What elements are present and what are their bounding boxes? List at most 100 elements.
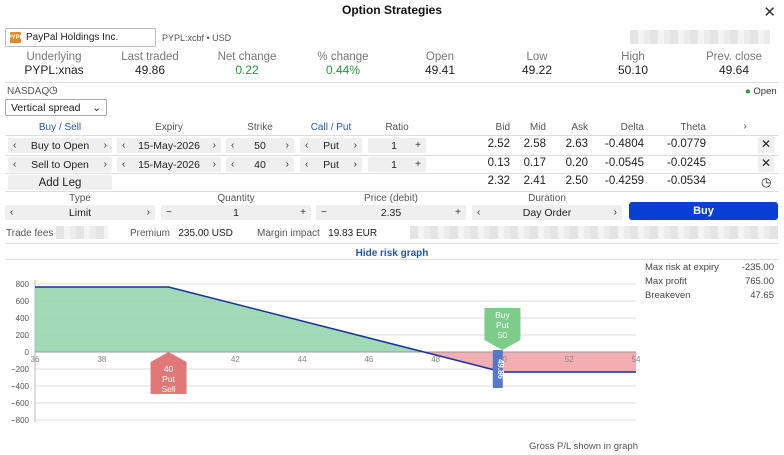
y-tick-label: 600: [16, 297, 30, 306]
close-icon[interactable]: ✕: [763, 4, 776, 21]
max-risk-value: -235.00: [741, 262, 774, 273]
strategy-select[interactable]: Vertical spread ⌄: [5, 99, 107, 116]
market-status: ● Open: [745, 86, 777, 97]
strategy-select-value: Vertical spread: [11, 101, 81, 114]
chevron-left-icon[interactable]: ‹: [122, 159, 126, 170]
leg-bid: 2.52: [487, 138, 510, 150]
buy-button[interactable]: Buy: [629, 202, 778, 220]
minus-icon[interactable]: −: [166, 207, 172, 218]
graph-footnote: Gross P/L shown in graph: [529, 441, 638, 452]
order-type-value: Limit: [68, 206, 92, 219]
leg-strike-stepper[interactable]: ‹ 50 ›: [226, 138, 294, 153]
x-tick-label: 36: [31, 355, 40, 364]
leg-expiry-value: 15-May-2026: [138, 139, 200, 152]
chevron-left-icon[interactable]: ‹: [13, 159, 17, 170]
duration-stepper[interactable]: ‹ Day Order ›: [472, 205, 622, 220]
chevron-left-icon[interactable]: ‹: [13, 140, 17, 151]
clock-icon[interactable]: ◷: [761, 175, 772, 189]
chevron-right-icon[interactable]: ›: [212, 159, 216, 170]
instrument-search[interactable]: PYPL PayPal Holdings Inc.: [5, 28, 156, 47]
price-stepper[interactable]: − 2.35 +: [316, 205, 466, 220]
chevron-left-icon[interactable]: ‹: [231, 159, 235, 170]
chevron-left-icon[interactable]: ‹: [305, 140, 309, 151]
chevron-left-icon[interactable]: ‹: [231, 140, 235, 151]
leg-type-value: Put: [323, 139, 339, 152]
x-tick-label: 52: [565, 355, 574, 364]
max-profit-value: 765.00: [744, 276, 774, 287]
order-price-label: Price (debit): [364, 193, 418, 204]
exchange-label: NASDAQ: [7, 86, 50, 97]
strike-marker-label: Put: [162, 374, 175, 384]
leg-ratio-stepper[interactable]: 1 +: [368, 138, 426, 153]
chevron-right-icon[interactable]: ›: [212, 140, 216, 151]
x-tick-label: 48: [431, 355, 440, 364]
chevron-right-icon[interactable]: ›: [353, 159, 357, 170]
y-tick-label: −200: [11, 365, 30, 374]
divider: [5, 82, 779, 83]
margin-info: Margin impact 19.83 EUR: [257, 228, 377, 239]
quote-label-prev-close: Prev. close: [705, 51, 763, 63]
chevron-left-icon[interactable]: ‹: [305, 159, 309, 170]
chevron-left-icon[interactable]: ‹: [477, 207, 481, 218]
strike-marker-label: Sell: [161, 384, 175, 394]
chevron-right-icon[interactable]: ›: [353, 140, 357, 151]
chevron-right-icon[interactable]: ›: [103, 140, 107, 151]
y-tick-label: 800: [16, 280, 30, 289]
chevron-right-icon[interactable]: ›: [146, 207, 150, 218]
quote-open: 49.41: [424, 63, 456, 77]
current-price-label: 49.86: [496, 359, 505, 380]
strike-marker-label: 50: [498, 330, 508, 340]
table-row: ‹ Buy to Open › ‹ 15-May-2026 › ‹ 50 › ‹ Put › 1…: [0, 137, 784, 153]
remove-leg-icon[interactable]: ✕: [758, 156, 774, 172]
leg-delta: -0.4804: [604, 138, 644, 150]
premium-value: 235.00 USD: [178, 228, 233, 239]
profit-area: [35, 286, 424, 352]
order-type-stepper[interactable]: ‹ Limit ›: [5, 205, 155, 220]
leg-expiry-stepper[interactable]: ‹ 15-May-2026 ›: [117, 138, 221, 153]
hide-risk-graph-link[interactable]: Hide risk graph: [355, 248, 429, 259]
chevron-right-icon[interactable]: ›: [743, 121, 747, 132]
plus-icon[interactable]: +: [415, 159, 421, 170]
leg-side-stepper[interactable]: ‹ Sell to Open ›: [8, 157, 112, 172]
minus-icon[interactable]: −: [321, 207, 327, 218]
strike-marker-label: 40: [164, 364, 174, 374]
chevron-left-icon[interactable]: ‹: [122, 140, 126, 151]
leg-ratio-stepper[interactable]: 1 +: [368, 157, 426, 172]
breakeven-value: 47.65: [750, 290, 774, 301]
quote-label-pct-change: % change: [317, 51, 369, 63]
leg-ratio-value: 1: [391, 158, 397, 171]
divider: [5, 259, 779, 260]
x-tick-label: 42: [231, 355, 240, 364]
add-leg-button[interactable]: Add Leg: [8, 175, 112, 190]
total-mid: 2.41: [523, 175, 546, 187]
quantity-stepper[interactable]: − 1 +: [161, 205, 311, 220]
chevron-right-icon[interactable]: ›: [285, 159, 289, 170]
quote-last: 49.86: [134, 63, 166, 77]
chevron-right-icon[interactable]: ›: [613, 207, 617, 218]
chevron-left-icon[interactable]: ‹: [10, 207, 14, 218]
leg-type-stepper[interactable]: ‹ Put ›: [300, 157, 362, 172]
col-mid: Mid: [529, 122, 546, 133]
remove-leg-icon[interactable]: ✕: [758, 137, 774, 153]
leg-side-stepper[interactable]: ‹ Buy to Open ›: [8, 138, 112, 153]
leg-strike-stepper[interactable]: ‹ 40 ›: [226, 157, 294, 172]
col-call-put: Call / Put: [310, 122, 352, 133]
leg-mid: 2.58: [523, 138, 546, 150]
quote-label-underlying: Underlying: [26, 51, 82, 63]
leg-type-stepper[interactable]: ‹ Put ›: [300, 138, 362, 153]
divider: [5, 155, 779, 156]
total-delta: -0.4259: [604, 175, 644, 187]
redacted-area: [56, 226, 108, 239]
chevron-right-icon[interactable]: ›: [103, 159, 107, 170]
y-tick-label: −400: [11, 382, 30, 391]
window-title: Option Strategies: [341, 3, 442, 17]
col-expiry: Expiry: [155, 122, 183, 133]
y-tick-label: 400: [16, 314, 30, 323]
leg-expiry-stepper[interactable]: ‹ 15-May-2026 ›: [117, 157, 221, 172]
quote-low: 49.22: [521, 63, 553, 77]
plus-icon[interactable]: +: [300, 207, 306, 218]
chevron-right-icon[interactable]: ›: [285, 140, 289, 151]
plus-icon[interactable]: +: [455, 207, 461, 218]
quote-net-change: 0.22: [235, 63, 259, 77]
plus-icon[interactable]: +: [415, 140, 421, 151]
